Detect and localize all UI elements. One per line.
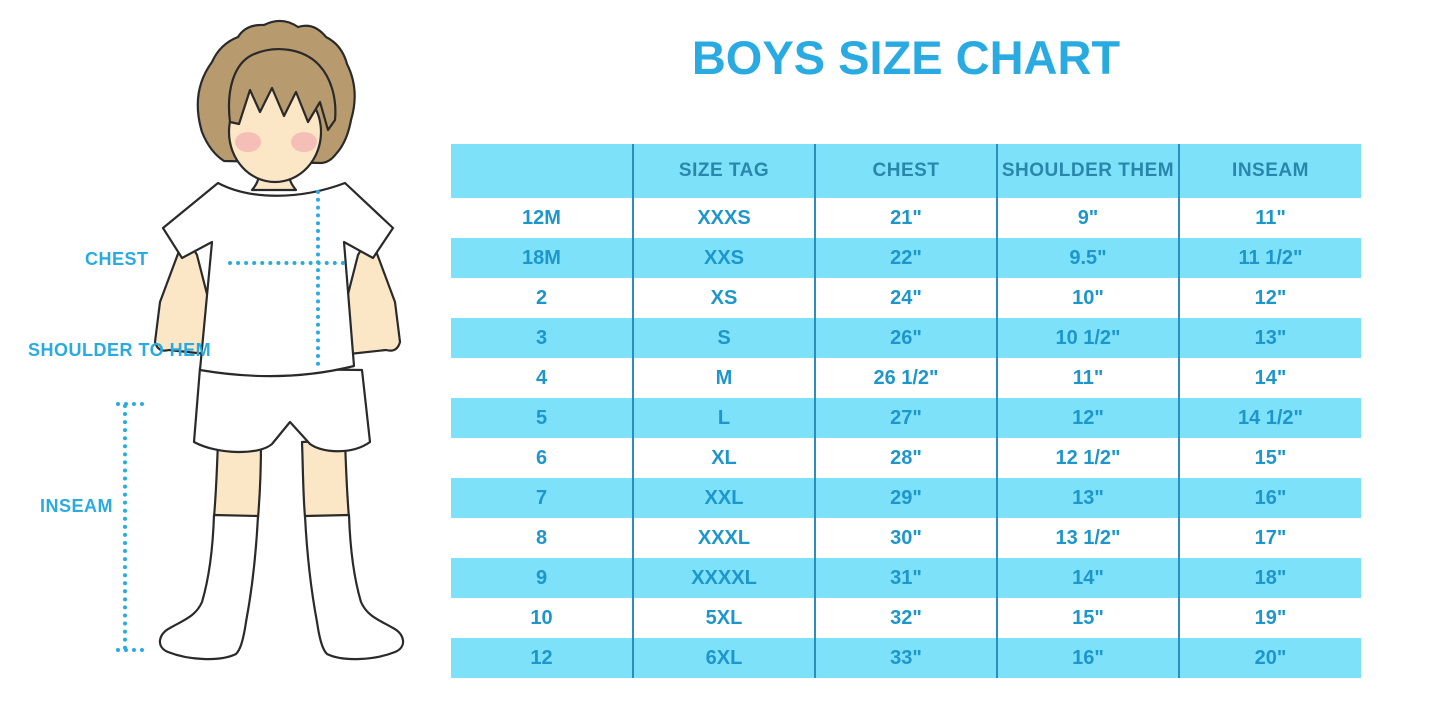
table-row: 18M XXS 22" 9.5" 11 1/2" [451, 238, 1361, 278]
table-cell: XS [633, 278, 816, 318]
table-cell: XXXL [633, 518, 816, 558]
table-cell: XL [633, 438, 816, 478]
table-row: 12M XXXS 21" 9" 11" [451, 198, 1361, 238]
shorts [192, 366, 372, 454]
table-cell: 13" [997, 478, 1180, 518]
table-cell: 5 [451, 398, 634, 438]
table-cell: 12 [451, 638, 634, 678]
table-cell: 4 [451, 358, 634, 398]
table-cell: 9" [997, 198, 1180, 238]
table-cell: 10 1/2" [997, 318, 1180, 358]
table-cell: M [633, 358, 816, 398]
inseam-measure-cap-bottom [116, 648, 144, 652]
table-cell: 12" [997, 398, 1180, 438]
table-cell: 28" [815, 438, 998, 478]
table-cell: 13" [1179, 318, 1361, 358]
table-cell: 21" [815, 198, 998, 238]
inseam-measure-cap-top [116, 402, 144, 406]
table-cell: 12 1/2" [997, 438, 1180, 478]
page-title: BOYS SIZE CHART [691, 31, 1121, 84]
table-cell: 24" [815, 278, 998, 318]
table-cell: XXS [633, 238, 816, 278]
table-cell: 10 [451, 598, 634, 638]
left-sock [158, 513, 260, 661]
table-row: 5 L 27" 12" 14 1/2" [451, 398, 1361, 438]
table-row: 12 6XL 33" 16" 20" [451, 638, 1361, 678]
size-table: SIZE TAG CHEST SHOULDER THEM INSEAM 12M XXXS… [451, 144, 1361, 678]
chest-label: CHEST [85, 249, 149, 269]
inseam-label: INSEAM [40, 496, 114, 516]
table-cell: 18M [451, 238, 634, 278]
table-cell: 14" [1254, 366, 1287, 389]
table-cell: 12" [1254, 286, 1287, 309]
table-cell: 8 [451, 518, 634, 558]
table-cell: 26 1/2" [815, 358, 998, 398]
table-cell: XXXS [633, 198, 816, 238]
table-cell: 6XL [633, 638, 816, 678]
table-cell: 32" [815, 598, 998, 638]
column-header: INSEAM [1179, 144, 1361, 198]
table-row: 4 M 26 1/2" 11" 14" [451, 358, 1361, 398]
table-cell: 10" [997, 278, 1180, 318]
blush-cheeks [235, 132, 317, 152]
table-cell: 29" [815, 478, 998, 518]
table-row: 9 XXXXL 31" 14" 18" [451, 558, 1361, 598]
table-cell: 30" [815, 518, 998, 558]
table-cell: XXXXL [633, 558, 816, 598]
table-cell: 9 [451, 558, 634, 598]
table-cell: 11" [997, 358, 1180, 398]
table-body: 12M XXXS 21" 9" 11" 18M XXS 22" 9.5" 11 1/2" 2 XS 24… [451, 198, 1361, 678]
table-cell: 19" [1254, 606, 1287, 629]
table-row: 6 XL 28" 12 1/2" 15" [451, 438, 1361, 478]
column-header: SHOULDER THEM [997, 144, 1180, 198]
table-row: 8 XXXL 30" 13 1/2" 17" [451, 518, 1361, 558]
shoulder-to-hem-measure-line [316, 190, 320, 366]
table-cell: 3 [451, 318, 634, 358]
table-row: 10 5XL 32" 15" 19" [451, 598, 1361, 638]
hair-fringe [227, 48, 337, 132]
table-header-row: SIZE TAG CHEST SHOULDER THEM INSEAM [451, 144, 1361, 198]
t-shirt [161, 181, 395, 378]
table-cell: 15" [1254, 446, 1287, 469]
right-sock [303, 513, 405, 661]
table-cell: 2 [451, 278, 634, 318]
table-cell: 26" [815, 318, 998, 358]
table-cell: 12M [451, 198, 634, 238]
table-cell: S [633, 318, 816, 358]
column-header [451, 144, 634, 198]
column-header: CHEST [815, 144, 998, 198]
table-row: 3 S 26" 10 1/2" 13" [451, 318, 1361, 358]
table-cell: 18" [1179, 558, 1361, 598]
boy-figure-illustration [153, 19, 405, 661]
table-cell: 20" [1179, 638, 1361, 678]
column-header: SIZE TAG [633, 144, 816, 198]
table-row: 2 XS 24" 10" 12" [451, 278, 1361, 318]
table-cell: 27" [815, 398, 998, 438]
table-cell: 15" [997, 598, 1180, 638]
table-cell: 11 1/2" [1179, 238, 1361, 278]
table-cell: L [633, 398, 816, 438]
table-cell: 13 1/2" [997, 518, 1180, 558]
table-cell: 9.5" [997, 238, 1180, 278]
table-cell: 14 1/2" [1179, 398, 1361, 438]
shoulder-to-hem-label: SHOULDER TO HEM [28, 340, 212, 360]
inseam-measure-line [123, 404, 127, 650]
table-cell: XXL [633, 478, 816, 518]
table-cell: 17" [1254, 526, 1287, 549]
table-cell: 22" [815, 238, 998, 278]
table-cell: 14" [997, 558, 1180, 598]
table-cell: 6 [451, 438, 634, 478]
table-cell: 33" [815, 638, 998, 678]
table-cell: 31" [815, 558, 998, 598]
table-row: 7 XXL 29" 13" 16" [451, 478, 1361, 518]
table-cell: 11" [1255, 206, 1286, 229]
table-cell: 16" [997, 638, 1180, 678]
table-cell: 7 [451, 478, 634, 518]
chest-measure-line [228, 261, 345, 265]
table-cell: 16" [1179, 478, 1361, 518]
table-cell: 5XL [633, 598, 816, 638]
